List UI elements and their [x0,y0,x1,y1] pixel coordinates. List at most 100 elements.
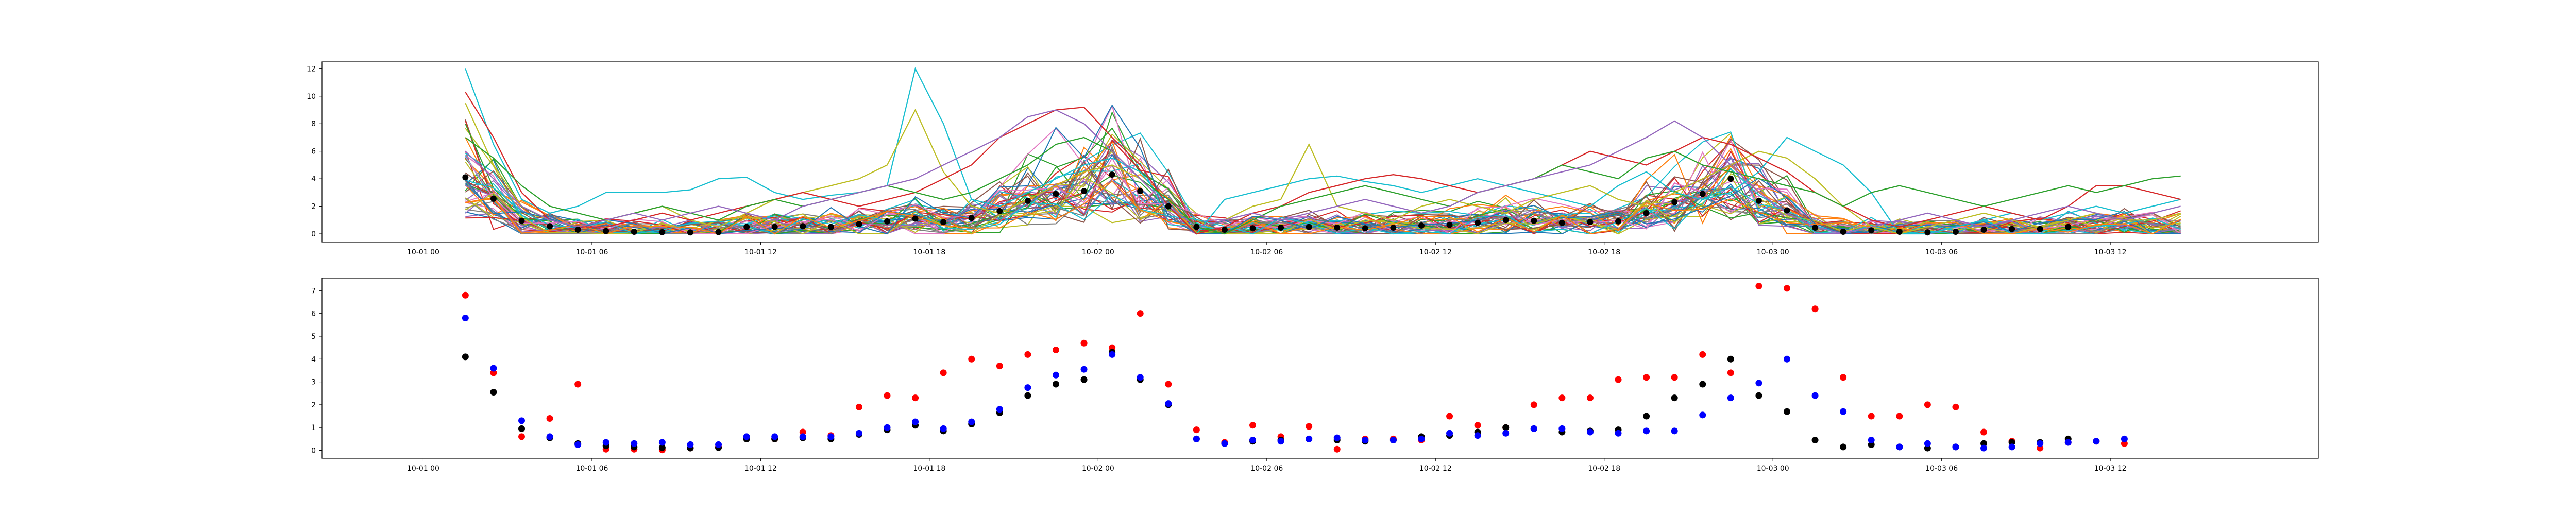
mean-point [1924,229,1931,236]
top-y-tick-label: 6 [311,148,316,156]
bottom-x-tick-label: 10-01 06 [575,465,608,473]
series-line [465,152,2181,235]
scatter-point-series-2 [1952,443,1959,451]
scatter-point-series-1 [658,444,666,451]
scatter-point-series-0 [1840,374,1847,381]
top-y-tick-label: 12 [307,65,316,73]
scatter-point-series-2 [1389,437,1397,444]
scatter-point-series-0 [1024,351,1031,358]
scatter-point-series-2 [1840,408,1847,415]
mean-point [1081,188,1088,195]
mean-point [687,229,693,236]
scatter-point-series-2 [1333,434,1341,441]
mean-point [1446,221,1453,228]
bottom-plot-area [462,283,2128,454]
scatter-point-series-2 [1502,430,1510,437]
scatter-point-series-0 [574,381,582,388]
scatter-point-series-2 [687,441,694,448]
scatter-point-series-0 [1558,394,1566,402]
mean-point [940,219,947,226]
mean-point [800,223,806,230]
mean-point [912,215,919,222]
mean-point [1558,219,1565,226]
scatter-point-series-2 [602,439,609,446]
scatter-point-series-0 [1586,394,1594,402]
scatter-point-series-1 [1699,381,1706,388]
bottom-x-tick-label: 10-03 06 [1925,465,1958,473]
mean-point [518,217,525,224]
mean-point [1165,203,1172,210]
bottom-x-tick-label: 10-03 12 [2094,465,2127,473]
mean-point [1840,228,1846,235]
scatter-point-series-0 [1474,422,1481,429]
scatter-point-series-2 [827,433,835,440]
mean-point [1727,176,1734,182]
scatter-point-series-1 [462,353,469,360]
scatter-point-series-2 [1249,437,1257,444]
mean-point [884,218,891,225]
top-y-tick-label: 8 [311,120,316,128]
mean-point [490,195,497,202]
mean-point [1418,222,1425,229]
top-x-tick-label: 10-02 12 [1419,248,1452,256]
top-x-tick-label: 10-01 06 [575,248,608,256]
mean-point [1615,218,1622,225]
mean-point [603,228,609,234]
scatter-point-series-2 [546,433,553,440]
scatter-point-series-0 [1193,426,1200,434]
scatter-point-series-0 [1333,445,1341,453]
bottom-y-tick-label: 5 [311,333,316,341]
top-x-tick-label: 10-02 18 [1588,248,1620,256]
scatter-point-series-2 [996,406,1003,413]
scatter-point-series-2 [855,430,862,437]
series-line [465,136,2181,235]
top-y-tick-label: 10 [307,93,316,101]
scatter-point-series-0 [1165,381,1172,388]
mean-point [1755,197,1762,204]
scatter-point-series-2 [462,315,469,322]
series-line [465,176,2181,235]
scatter-point-series-1 [1783,408,1790,415]
mean-point [827,224,834,230]
scatter-point-series-2 [1699,411,1706,419]
scatter-point-series-2 [1924,440,1931,447]
bottom-x-axis: 10-01 00 10-01 06 10-01 12 10-01 18 10-02 00… [407,458,2127,473]
bottom-axes-frame [321,278,2319,459]
scatter-point-series-0 [1896,413,1903,420]
top-y-axis: 0 2 4 6 8 10 12 [307,65,322,238]
scatter-point-series-2 [715,441,722,448]
scatter-point-series-0 [1643,374,1650,381]
series-line [465,92,2181,235]
mean-point [1980,226,1987,233]
bottom-x-tick-label: 10-01 18 [913,465,945,473]
bottom-y-tick-label: 4 [311,355,316,364]
bottom-x-tick-label: 10-02 00 [1082,465,1114,473]
top-x-tick-label: 10-02 06 [1250,248,1283,256]
mean-point [1390,224,1397,231]
scatter-point-series-1 [1052,381,1059,388]
scatter-point-series-2 [518,417,525,424]
scatter-point-series-2 [1783,355,1790,363]
scatter-point-series-0 [1249,422,1257,429]
scatter-point-series-0 [1755,283,1762,290]
scatter-point-series-0 [546,415,553,422]
scatter-point-series-2 [1643,427,1650,435]
scatter-point-series-2 [1362,437,1369,444]
top-plot-area [462,67,2181,236]
mean-point [1868,227,1875,234]
bottom-y-tick-label: 1 [311,424,316,432]
mean-point [996,208,1003,214]
series-line [465,119,2181,235]
scatter-point-series-2 [1109,351,1116,358]
scatter-point-series-2 [1446,430,1453,437]
scatter-point-series-2 [799,433,806,440]
scatter-point-series-0 [1783,285,1790,292]
scatter-point-series-2 [1277,438,1284,445]
scatter-point-series-1 [1080,376,1088,383]
top-y-tick-label: 0 [311,230,316,238]
scatter-point-series-0 [1980,428,1988,436]
scatter-point-series-2 [1221,440,1228,447]
mean-point [715,229,722,235]
scatter-point-series-1 [490,389,497,396]
bottom-scatter-chart: 10-01 00 10-01 06 10-01 12 10-01 18 10-02 00… [311,278,2319,473]
